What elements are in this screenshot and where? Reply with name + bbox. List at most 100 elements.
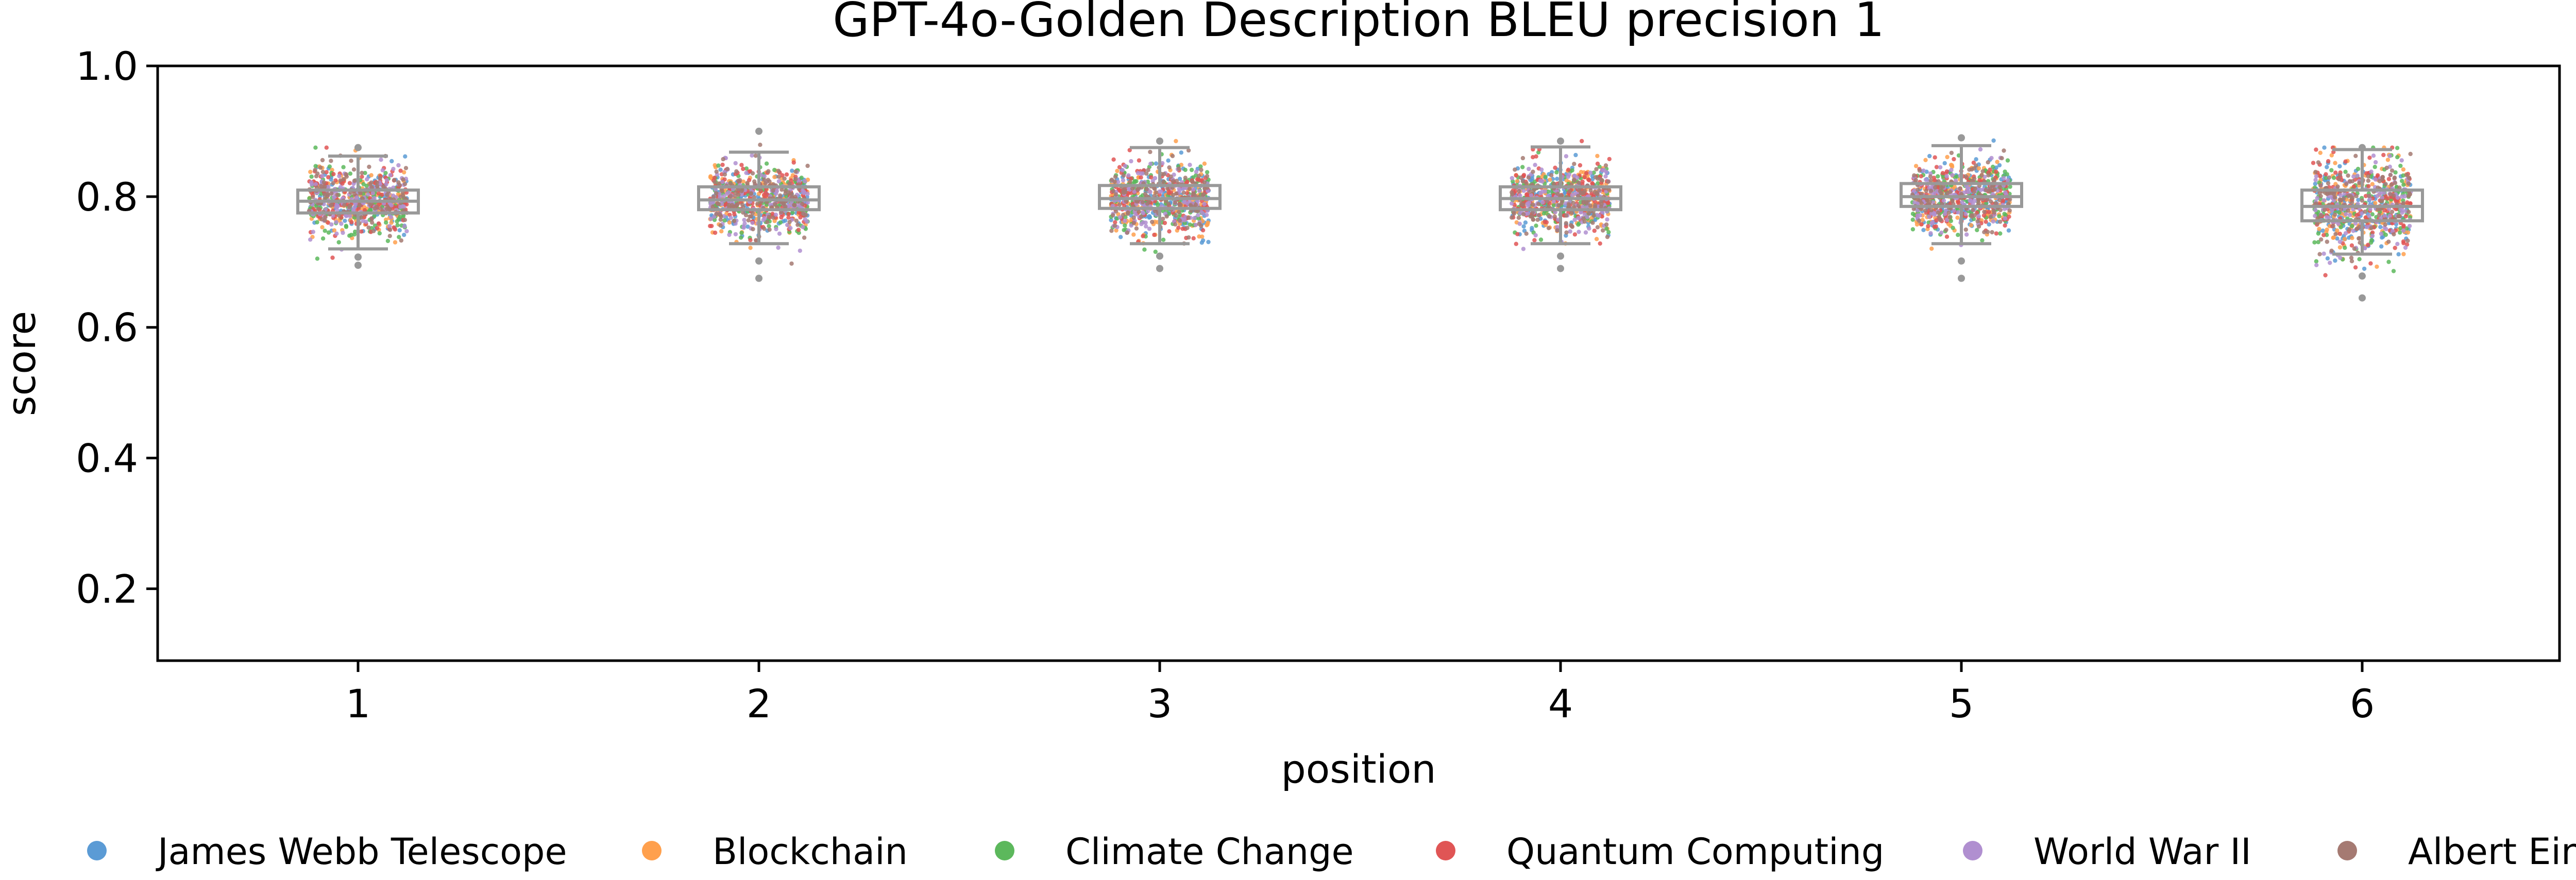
data-point xyxy=(1555,192,1560,196)
data-point xyxy=(401,177,405,182)
data-point xyxy=(397,235,401,239)
y-tick-label-2: 0.6 xyxy=(76,305,138,351)
data-point xyxy=(347,181,352,185)
legend-item-3: Quantum Computing xyxy=(1436,831,1884,873)
data-point xyxy=(367,164,371,169)
data-point xyxy=(1564,230,1569,235)
data-point xyxy=(1986,173,1991,178)
data-point xyxy=(320,174,325,179)
data-point xyxy=(796,228,801,232)
data-point xyxy=(362,208,367,213)
data-point xyxy=(1988,186,1993,191)
data-point xyxy=(375,180,379,185)
data-point xyxy=(370,191,376,196)
data-point xyxy=(2368,261,2373,266)
data-point xyxy=(380,193,384,197)
data-point xyxy=(332,228,337,233)
data-point xyxy=(1188,222,1193,227)
data-point xyxy=(2333,258,2337,263)
data-point xyxy=(392,178,397,182)
data-point xyxy=(1974,157,1978,162)
data-point xyxy=(1928,178,1933,183)
data-point xyxy=(2326,181,2331,186)
data-point xyxy=(1567,189,1572,194)
data-point xyxy=(370,220,375,225)
data-point xyxy=(1198,164,1203,169)
legend-marker xyxy=(1963,841,1982,860)
data-point xyxy=(1980,169,1985,174)
data-point xyxy=(1154,190,1159,195)
data-point xyxy=(1598,241,1602,246)
x-tick-label-2: 3 xyxy=(1147,681,1172,727)
data-point xyxy=(2406,181,2411,186)
data-point xyxy=(751,227,755,232)
data-point xyxy=(313,164,318,168)
data-point xyxy=(391,166,396,171)
data-point xyxy=(1520,156,1526,161)
data-point xyxy=(1202,161,1207,166)
legend-label: Quantum Computing xyxy=(1506,831,1884,873)
data-point xyxy=(315,171,320,176)
data-point xyxy=(2351,174,2356,179)
data-point xyxy=(1125,230,1130,235)
data-point xyxy=(744,166,749,171)
data-point xyxy=(1534,223,1538,228)
data-point xyxy=(2395,155,2400,160)
data-point xyxy=(1528,189,1532,194)
data-point xyxy=(1590,220,1595,225)
data-point xyxy=(1129,159,1133,164)
data-point xyxy=(1524,181,1529,186)
data-point xyxy=(1120,168,1125,172)
data-point xyxy=(1526,211,1531,216)
data-point xyxy=(800,188,805,193)
data-point xyxy=(802,235,807,240)
data-point xyxy=(2380,199,2384,203)
data-point xyxy=(1910,217,1915,222)
data-point xyxy=(2342,237,2347,241)
data-point xyxy=(733,232,738,237)
data-point xyxy=(1928,231,1933,236)
data-point xyxy=(722,172,727,177)
data-point xyxy=(365,177,369,182)
data-point xyxy=(2325,256,2330,261)
data-point xyxy=(776,245,781,250)
data-point xyxy=(2313,181,2317,186)
data-point xyxy=(1936,174,1940,179)
data-point xyxy=(1201,192,1206,197)
data-point xyxy=(1548,177,1552,182)
data-point xyxy=(324,145,329,150)
y-tick-label-1: 0.4 xyxy=(76,436,138,481)
data-point xyxy=(388,173,393,178)
data-point xyxy=(2399,194,2404,199)
data-point xyxy=(1196,213,1200,218)
data-point xyxy=(2314,263,2319,267)
data-point xyxy=(1510,201,1514,206)
data-point xyxy=(2395,195,2400,200)
data-point xyxy=(396,217,401,222)
data-point xyxy=(1580,139,1584,144)
data-point xyxy=(1937,214,1941,219)
outlier-point xyxy=(1958,134,1965,142)
data-point xyxy=(1533,233,1538,238)
data-point xyxy=(1200,228,1206,233)
data-point xyxy=(360,175,364,179)
data-point xyxy=(753,182,757,186)
data-point xyxy=(1173,222,1178,227)
data-point xyxy=(2404,172,2409,178)
data-point xyxy=(2350,236,2354,240)
data-point xyxy=(2321,251,2326,256)
data-point xyxy=(1564,154,1569,159)
data-point xyxy=(1980,238,1985,243)
data-point xyxy=(2400,179,2404,183)
data-point xyxy=(342,203,347,208)
outlier-point xyxy=(1156,265,1163,272)
data-point xyxy=(789,261,794,266)
data-point xyxy=(1555,228,1560,233)
data-point xyxy=(1192,216,1197,220)
data-point xyxy=(718,167,723,172)
data-point xyxy=(1917,218,1922,223)
data-point xyxy=(1204,213,1209,217)
data-point xyxy=(323,218,327,223)
data-point xyxy=(1518,193,1522,198)
